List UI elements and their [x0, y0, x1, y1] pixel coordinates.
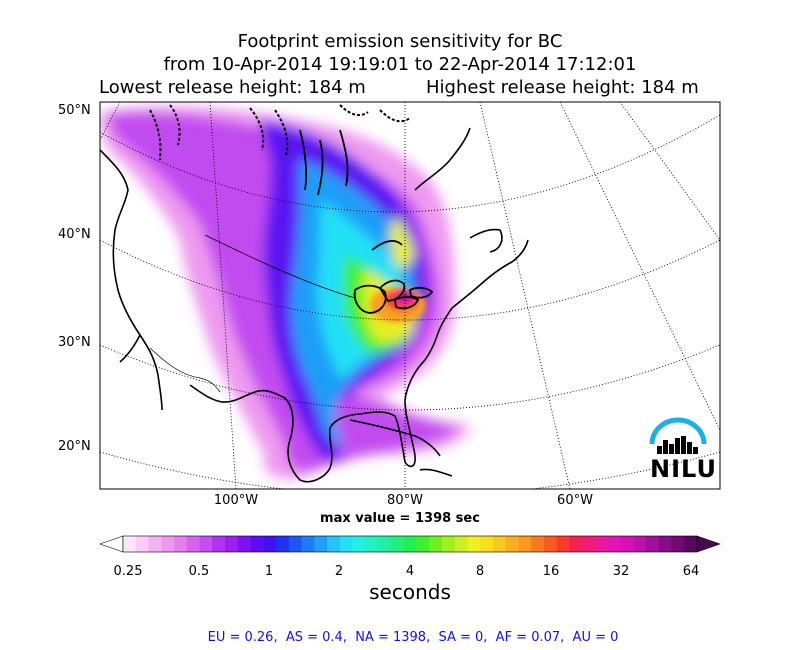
nilu-logo: [649, 417, 707, 454]
colorbar-cell: [594, 536, 609, 552]
highest-release-height: Highest release height: 184 m: [426, 77, 699, 98]
colorbar-cell: [352, 536, 366, 552]
colorbar-tick: 1: [264, 564, 274, 579]
colorbar-cell: [186, 536, 200, 552]
colorbar-cell: [569, 536, 583, 552]
lowest-release-height: Lowest release height: 184 m: [99, 77, 366, 98]
graticule: [100, 102, 720, 489]
colorbar-cell: [633, 536, 647, 552]
colorbar-cell: [148, 536, 162, 552]
colorbar-tick: 64: [682, 564, 700, 579]
colorbar-cell: [518, 536, 532, 552]
colorbar-cell: [250, 536, 264, 552]
colorbar-tick: 16: [542, 564, 560, 579]
colorbar-cell: [225, 536, 239, 552]
lon-label-80w: 80°W: [387, 493, 423, 508]
nilu-logo-text: NILU: [650, 455, 717, 483]
plot-period: from 10-Apr-2014 19:19:01 to 22-Apr-2014…: [163, 54, 637, 75]
colorbar-cell: [429, 536, 443, 552]
colorbar-cell: [582, 536, 596, 552]
colorbar-cell: [620, 536, 634, 552]
colorbar-cell: [607, 536, 621, 552]
colorbar-cell: [390, 536, 405, 552]
colorbar: [99, 535, 721, 553]
colorbar-tick: 32: [612, 564, 630, 579]
logo-arc: [649, 417, 707, 445]
colorbar-cell: [467, 536, 481, 552]
colorbar-cell: [199, 536, 213, 552]
colorbar-cell: [135, 536, 149, 552]
lat-label-20: 20°N: [58, 439, 91, 454]
lat-label-30: 30°N: [58, 335, 91, 350]
title-block: Footprint emission sensitivity for BC fr…: [0, 30, 800, 76]
lakes-and-islands: [299, 129, 434, 314]
colorbar-cell: [671, 536, 685, 552]
lon-label-100w: 100°W: [213, 493, 259, 508]
colorbar-cell: [454, 536, 468, 552]
colorbar-under-arrow: [99, 535, 124, 553]
colorbar-cell: [403, 536, 417, 552]
colorbar-cell: [531, 536, 545, 552]
colorbar-unit-label: seconds: [369, 580, 451, 604]
colorbar-cell: [161, 536, 175, 552]
colorbar-tick: 4: [405, 564, 415, 579]
colorbar-cell: [543, 536, 558, 552]
international-borders: [149, 234, 356, 393]
coastlines: [100, 127, 529, 483]
colorbar-tick: 2: [334, 564, 344, 579]
regional-totals: EU = 0.26, AS = 0.4, NA = 1398, SA = 0, …: [207, 630, 619, 645]
colorbar-cell: [658, 536, 672, 552]
map-frame: [99, 101, 721, 490]
colorbar-cell: [505, 536, 519, 552]
colorbar-tick: 8: [475, 564, 485, 579]
lon-label-60w: 60°W: [557, 493, 593, 508]
map-area: [100, 102, 720, 489]
colorbar-cells: [123, 536, 698, 552]
max-value-label: max value = 1398 sec: [320, 511, 480, 526]
colorbar-cell: [416, 536, 430, 552]
colorbar-cell: [276, 536, 290, 552]
colorbar-cell: [123, 536, 137, 552]
colorbar-cell: [212, 536, 226, 552]
colorbar-cell: [314, 536, 328, 552]
colorbar-cell: [288, 536, 302, 552]
colorbar-cell: [301, 536, 315, 552]
arctic-islands: [149, 104, 411, 161]
colorbar-cell: [365, 536, 379, 552]
colorbar-tick: 0.5: [188, 564, 210, 579]
lat-label-40: 40°N: [58, 227, 91, 242]
colorbar-cell: [378, 536, 392, 552]
colorbar-over-arrow: [696, 535, 721, 553]
colorbar-cell: [441, 536, 456, 552]
colorbar-cell: [492, 536, 507, 552]
plot-title: Footprint emission sensitivity for BC: [237, 31, 563, 52]
colorbar-cell: [480, 536, 494, 552]
colorbar-cell: [263, 536, 277, 552]
colorbar-tick: 0.25: [113, 564, 143, 579]
colorbar-cell: [237, 536, 251, 552]
colorbar-cell: [174, 536, 188, 552]
colorbar-cell: [684, 536, 698, 552]
colorbar-cell: [556, 536, 570, 552]
colorbar-cell: [327, 536, 341, 552]
colorbar-cell: [645, 536, 660, 552]
colorbar-cell: [339, 536, 353, 552]
lat-label-50: 50°N: [58, 103, 91, 118]
